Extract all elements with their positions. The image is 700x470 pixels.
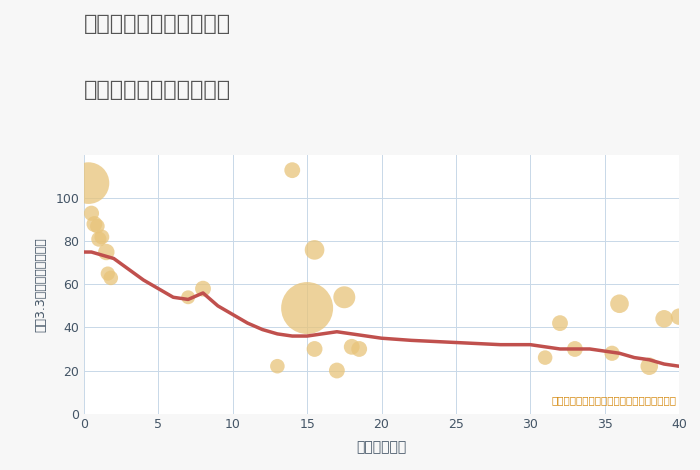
Point xyxy=(673,313,685,321)
Point xyxy=(93,235,104,243)
Point xyxy=(659,315,670,322)
Point xyxy=(309,246,320,254)
Point xyxy=(272,362,283,370)
Point xyxy=(614,300,625,307)
Point xyxy=(96,233,108,241)
Text: 築年数別中古戸建て価格: 築年数別中古戸建て価格 xyxy=(84,80,231,100)
Point xyxy=(606,350,617,357)
Point xyxy=(309,345,320,352)
Y-axis label: 坪（3.3㎡）単価（万円）: 坪（3.3㎡）単価（万円） xyxy=(34,237,47,332)
Point xyxy=(86,210,97,217)
X-axis label: 築年数（年）: 築年数（年） xyxy=(356,440,407,454)
Point xyxy=(540,354,551,361)
Point xyxy=(346,343,357,351)
Point xyxy=(331,367,342,374)
Point xyxy=(83,180,94,187)
Point xyxy=(102,270,113,277)
Point xyxy=(92,222,103,230)
Point xyxy=(101,248,112,256)
Point xyxy=(197,285,209,292)
Point xyxy=(569,345,580,352)
Point xyxy=(554,320,566,327)
Point xyxy=(183,293,194,301)
Point xyxy=(302,304,313,312)
Point xyxy=(89,220,100,228)
Point xyxy=(354,345,365,352)
Point xyxy=(105,274,116,282)
Point xyxy=(644,362,655,370)
Text: 円の大きさは、取引のあった物件面積を示す: 円の大きさは、取引のあった物件面積を示す xyxy=(551,395,676,405)
Point xyxy=(287,166,298,174)
Point xyxy=(339,293,350,301)
Text: 岐阜県各務原市下切町の: 岐阜県各務原市下切町の xyxy=(84,14,231,34)
